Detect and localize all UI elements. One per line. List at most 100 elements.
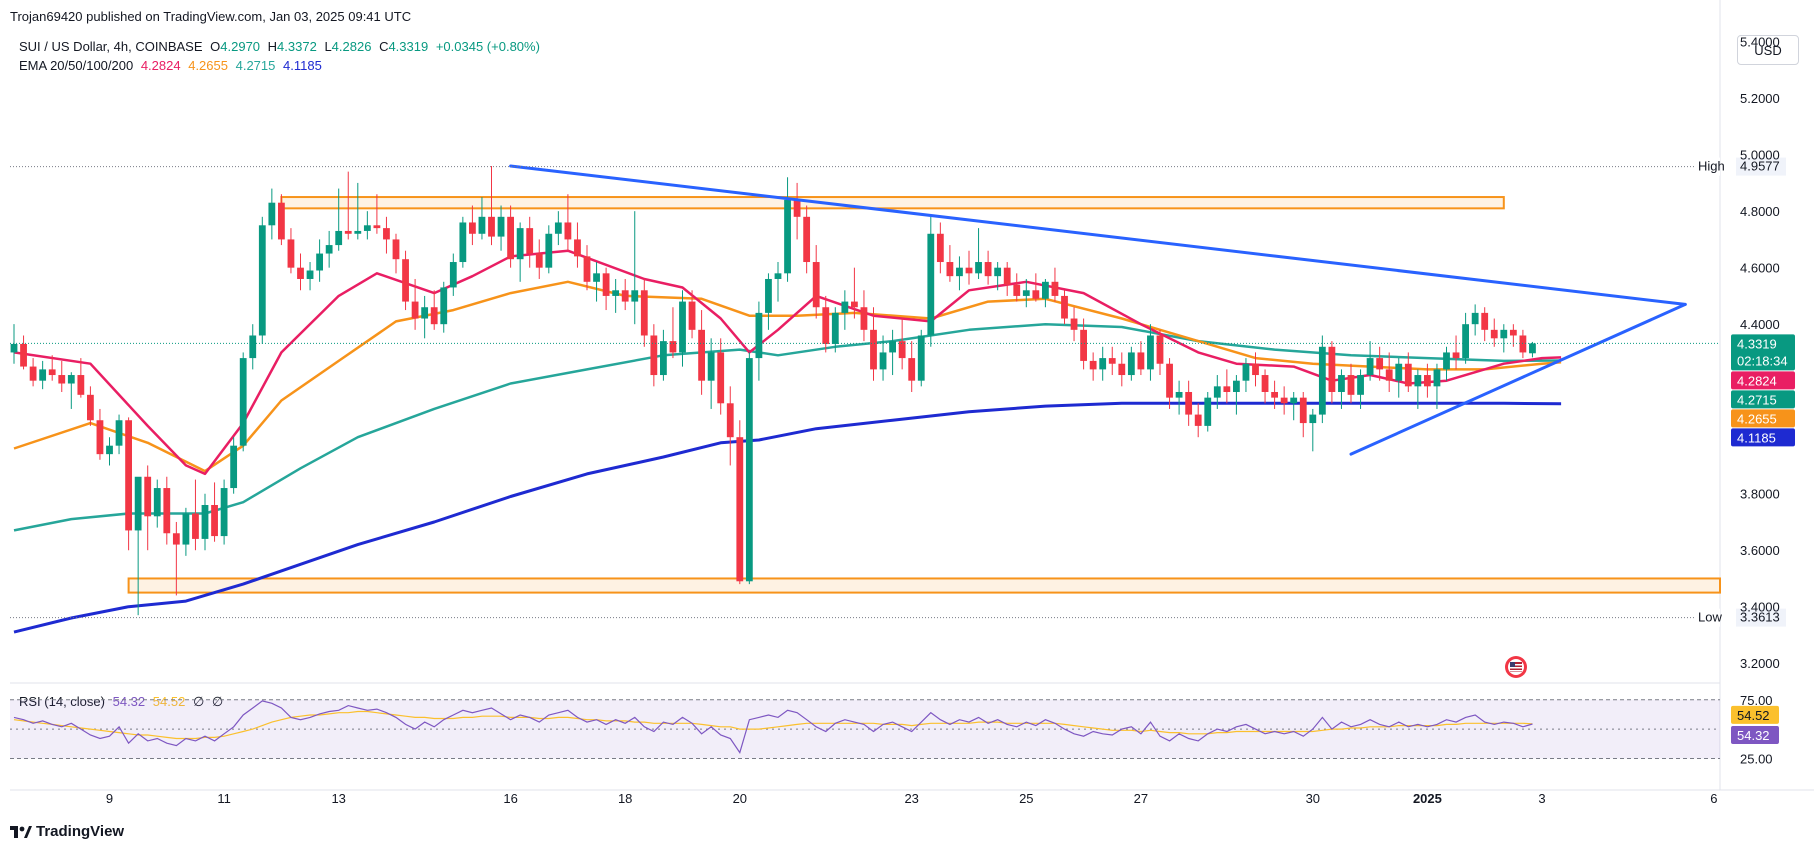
candle-body xyxy=(1519,335,1527,353)
candle xyxy=(77,358,85,398)
candle-body xyxy=(115,420,123,446)
candle xyxy=(1108,346,1116,376)
candle xyxy=(927,216,935,347)
candle xyxy=(459,216,467,268)
change-value: +0.0345 (+0.80%) xyxy=(435,39,540,54)
symbol-legend: SUI / US Dollar, 4h, COINBASE O4.2970 H4… xyxy=(19,39,540,54)
candle xyxy=(278,194,285,246)
currency-button[interactable]: USD xyxy=(1737,35,1799,65)
publish-header: Trojan69420 published on TradingView.com… xyxy=(10,9,412,24)
x-tick-label: 25 xyxy=(1019,791,1033,806)
candle xyxy=(965,250,973,285)
candle xyxy=(1213,375,1221,409)
sr-zone-1[interactable] xyxy=(127,577,1722,594)
candle-body xyxy=(1299,397,1307,424)
candle xyxy=(134,476,142,616)
candle xyxy=(363,211,371,240)
close-value: 4.3319 xyxy=(388,39,429,54)
candle xyxy=(1271,380,1278,409)
candle xyxy=(669,307,677,359)
candle-body xyxy=(306,270,314,279)
candle xyxy=(1032,273,1040,302)
candle xyxy=(449,253,457,296)
candle xyxy=(172,521,180,596)
trendline-1[interactable] xyxy=(1349,302,1687,456)
candle-body xyxy=(1042,281,1049,299)
candle-body xyxy=(621,290,629,302)
candle xyxy=(1481,307,1489,342)
y-tick-label: 5.2000 xyxy=(1740,91,1780,106)
low-value: 4.2826 xyxy=(331,39,372,54)
candle-body xyxy=(478,216,486,234)
candle-body xyxy=(631,290,639,302)
x-tick-label: 3 xyxy=(1538,791,1545,806)
candle-body xyxy=(201,505,209,539)
candle-body xyxy=(1452,352,1460,359)
candle-body xyxy=(574,239,581,257)
candle xyxy=(96,408,104,460)
candle-body xyxy=(726,403,734,438)
candle xyxy=(402,250,409,311)
candle-body xyxy=(946,262,954,277)
candle xyxy=(1156,329,1164,376)
candle-body xyxy=(153,488,161,517)
candle-body xyxy=(29,366,37,381)
candle xyxy=(258,216,266,344)
candle-body xyxy=(507,216,514,260)
candle xyxy=(325,230,333,268)
candle-body xyxy=(249,335,257,359)
flag-icon[interactable] xyxy=(1505,656,1527,678)
candle xyxy=(192,479,199,551)
candle-body xyxy=(1013,284,1021,296)
candle xyxy=(650,324,658,387)
sr-zone-0[interactable] xyxy=(280,196,1505,210)
x-tick-label: 9 xyxy=(106,791,113,806)
candle-body xyxy=(612,290,620,296)
rsi-tick-label: 75.00 xyxy=(1740,693,1773,708)
rsi-legend: RSI (14, close) 54.32 54.52 ∅ ∅ xyxy=(19,694,223,710)
candle xyxy=(1328,341,1336,404)
rsi-ma-tag-bg xyxy=(1731,705,1779,724)
x-tick-label: 2025 xyxy=(1413,791,1442,806)
candle-body xyxy=(344,230,352,234)
candle-body xyxy=(707,352,715,381)
rsi-tick-label: 25.00 xyxy=(1740,752,1773,767)
candle xyxy=(545,225,553,274)
candle-body xyxy=(383,228,390,240)
candle xyxy=(593,262,600,302)
candle xyxy=(516,222,524,282)
candle xyxy=(1309,408,1317,452)
candle-body xyxy=(1433,369,1441,387)
candle xyxy=(29,358,37,387)
y-tick-label: 3.6000 xyxy=(1740,543,1780,558)
open-label: O xyxy=(210,39,221,54)
candle-body xyxy=(268,202,276,226)
candle-body xyxy=(1147,335,1154,370)
candle xyxy=(373,194,381,234)
candle-body xyxy=(650,335,658,376)
tradingview-logo[interactable]: TradingView xyxy=(10,823,124,840)
candle xyxy=(1490,318,1498,347)
candle-body xyxy=(77,375,85,395)
candle xyxy=(144,465,152,551)
candle-body xyxy=(640,290,648,336)
candle xyxy=(1462,312,1469,364)
candle xyxy=(249,324,257,370)
candle-body xyxy=(230,445,238,489)
candle xyxy=(421,295,429,339)
trendline-0[interactable] xyxy=(509,164,1687,306)
y-tick-label: 4.4000 xyxy=(1740,317,1780,332)
candle xyxy=(1433,363,1441,409)
candle xyxy=(631,211,639,325)
candle-body xyxy=(1280,397,1288,404)
candle xyxy=(1223,369,1231,404)
candle-body xyxy=(1318,346,1326,415)
candle xyxy=(1452,335,1460,370)
candle xyxy=(48,355,56,381)
x-tick-label: 20 xyxy=(733,791,747,806)
candle xyxy=(354,182,362,240)
candle-body xyxy=(1108,358,1116,364)
candle xyxy=(287,228,295,274)
candle-body xyxy=(58,375,66,384)
